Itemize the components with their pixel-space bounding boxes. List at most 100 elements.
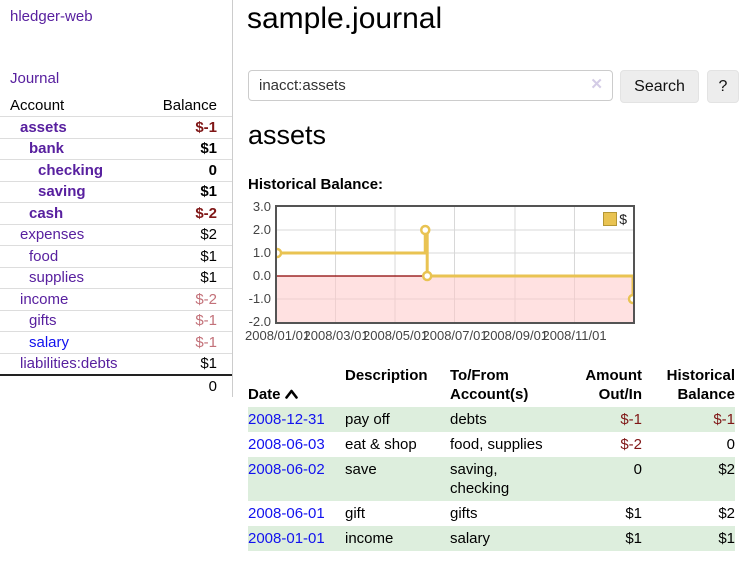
account-balance: $-1 bbox=[195, 333, 217, 351]
account-row: saving $1 bbox=[0, 180, 232, 203]
amount-cell: 0 bbox=[633, 461, 642, 478]
y-tick-label: -2.0 bbox=[248, 314, 271, 329]
historical-balance-chart: 3.0 2.0 1.0 0.0 -1.0 -2.0 $ 2008/01/01 2008/03… bbox=[243, 199, 703, 352]
account-balance: $1 bbox=[200, 269, 217, 287]
accounts-cell: debts bbox=[450, 411, 487, 428]
account-link[interactable]: liabilities:debts bbox=[20, 355, 118, 373]
transaction-date-link[interactable]: 2008-06-01 bbox=[248, 505, 325, 522]
account-link[interactable]: checking bbox=[38, 161, 104, 179]
description-cell: eat & shop bbox=[345, 436, 417, 453]
account-balance-table: Account Balance assets $-1 bank $1 checking 0… bbox=[0, 95, 232, 397]
y-tick-label: 3.0 bbox=[252, 199, 271, 214]
balance-cell: $2 bbox=[718, 461, 735, 478]
account-row: checking 0 bbox=[0, 159, 232, 181]
x-tick-label: 2008/01/01 bbox=[245, 328, 311, 343]
account-balance: 0 bbox=[208, 161, 217, 179]
account-row: bank $1 bbox=[0, 137, 232, 160]
transaction-date-link[interactable]: 2008-06-03 bbox=[248, 436, 325, 453]
search-input[interactable] bbox=[248, 70, 613, 101]
amount-cell: $-1 bbox=[620, 411, 642, 428]
account-link[interactable]: supplies bbox=[29, 269, 85, 287]
chart-legend: $ bbox=[602, 211, 628, 227]
account-link[interactable]: food bbox=[29, 247, 59, 265]
amount-cell: $1 bbox=[625, 505, 642, 522]
account-link[interactable]: bank bbox=[29, 140, 65, 158]
date-sort-header[interactable]: Date bbox=[248, 362, 345, 407]
sort-ascending-icon bbox=[284, 385, 298, 404]
page-title: sample.journal bbox=[247, 2, 443, 35]
date-cell: 2008-06-02 bbox=[248, 457, 345, 501]
transaction-date-link[interactable]: 2008-12-31 bbox=[248, 411, 325, 428]
app-brand-link[interactable]: hledger-web bbox=[10, 8, 93, 25]
description-cell: income bbox=[345, 530, 394, 547]
sidebar-item-journal[interactable]: Journal bbox=[10, 70, 60, 87]
account-link[interactable]: salary bbox=[29, 333, 70, 351]
date-cell: 2008-06-03 bbox=[248, 432, 345, 457]
plot-area: $ bbox=[275, 205, 635, 324]
account-link[interactable]: cash bbox=[29, 204, 64, 222]
y-tick-label: 0.0 bbox=[252, 268, 271, 283]
date-cell: 2008-01-01 bbox=[248, 526, 345, 551]
account-balance: $1 bbox=[200, 247, 217, 265]
account-balance: $1 bbox=[200, 140, 217, 158]
amount-cell: $1 bbox=[625, 530, 642, 547]
search-form: ✕ bbox=[248, 70, 613, 101]
account-total-row: 0 bbox=[0, 374, 232, 397]
x-tick-label: 2008/09/01 bbox=[482, 328, 549, 343]
account-link[interactable]: saving bbox=[38, 183, 86, 201]
account-link[interactable]: expenses bbox=[20, 226, 85, 244]
account-row: cash $-2 bbox=[0, 202, 232, 224]
transaction-date-link[interactable]: 2008-06-02 bbox=[248, 461, 325, 478]
description-header: Description bbox=[345, 367, 428, 384]
table-row: 2008-12-31 pay off debts $-1 $-1 bbox=[248, 407, 735, 432]
date-cell: 2008-06-01 bbox=[248, 501, 345, 526]
date-header-label: Date bbox=[248, 386, 281, 403]
description-cell: pay off bbox=[345, 411, 390, 428]
x-tick-label: 2008/11/01 bbox=[542, 328, 607, 343]
account-heading: assets bbox=[248, 120, 327, 150]
account-link[interactable]: assets bbox=[20, 118, 67, 136]
sidebar: hledger-web Journal Account Balance asse… bbox=[0, 0, 233, 397]
account-balance: $-2 bbox=[195, 204, 217, 222]
transaction-date-link[interactable]: 2008-01-01 bbox=[248, 530, 325, 547]
account-column-header: Account bbox=[10, 97, 65, 114]
balance-cell: $1 bbox=[718, 530, 735, 547]
account-row: assets $-1 bbox=[0, 116, 232, 138]
account-balance: $1 bbox=[200, 355, 217, 373]
x-tick-label: 2008/07/01 bbox=[422, 328, 488, 343]
amount-cell: $-2 bbox=[620, 436, 642, 453]
x-tick-label: 2008/03/01 bbox=[303, 328, 369, 343]
legend-swatch-icon bbox=[603, 212, 618, 226]
account-row: food $1 bbox=[0, 245, 232, 267]
y-tick-label: 2.0 bbox=[252, 222, 271, 237]
account-table-header: Account Balance bbox=[0, 95, 232, 116]
amount-header: Amount Out/In bbox=[585, 367, 642, 403]
table-row: 2008-01-01 income salary $1 $1 bbox=[248, 526, 735, 551]
help-button[interactable]: ? bbox=[707, 70, 739, 103]
balance-cell: $-1 bbox=[713, 411, 735, 428]
accounts-header: To/From Account(s) bbox=[450, 367, 529, 403]
accounts-cell: food, supplies bbox=[450, 436, 543, 453]
account-link[interactable]: gifts bbox=[29, 312, 57, 330]
account-rows: assets $-1 bank $1 checking 0 saving $1 cash $-2 e… bbox=[0, 116, 232, 374]
register-table: Date Description To/From Account(s) Amou… bbox=[248, 362, 735, 551]
balance-cell: 0 bbox=[726, 436, 735, 453]
accounts-cell: salary bbox=[450, 530, 491, 547]
date-cell: 2008-12-31 bbox=[248, 407, 345, 432]
balance-cell: $2 bbox=[718, 505, 735, 522]
account-row: supplies $1 bbox=[0, 266, 232, 289]
legend-label: $ bbox=[619, 211, 627, 227]
account-balance: $2 bbox=[200, 226, 217, 244]
plot-canvas bbox=[277, 207, 633, 322]
clear-search-icon[interactable]: ✕ bbox=[590, 76, 603, 93]
account-row: expenses $2 bbox=[0, 223, 232, 246]
table-row: 2008-06-03 eat & shop food, supplies $-2 0 bbox=[248, 432, 735, 457]
y-tick-label: 1.0 bbox=[252, 245, 271, 260]
accounts-cell: gifts bbox=[450, 505, 478, 522]
balance-header: Historical Balance bbox=[666, 367, 735, 403]
account-row: income $-2 bbox=[0, 288, 232, 310]
account-link[interactable]: income bbox=[20, 290, 69, 308]
account-row: salary $-1 bbox=[0, 331, 232, 353]
search-button[interactable]: Search bbox=[620, 70, 699, 103]
accounts-cell: saving, checking bbox=[450, 461, 510, 497]
